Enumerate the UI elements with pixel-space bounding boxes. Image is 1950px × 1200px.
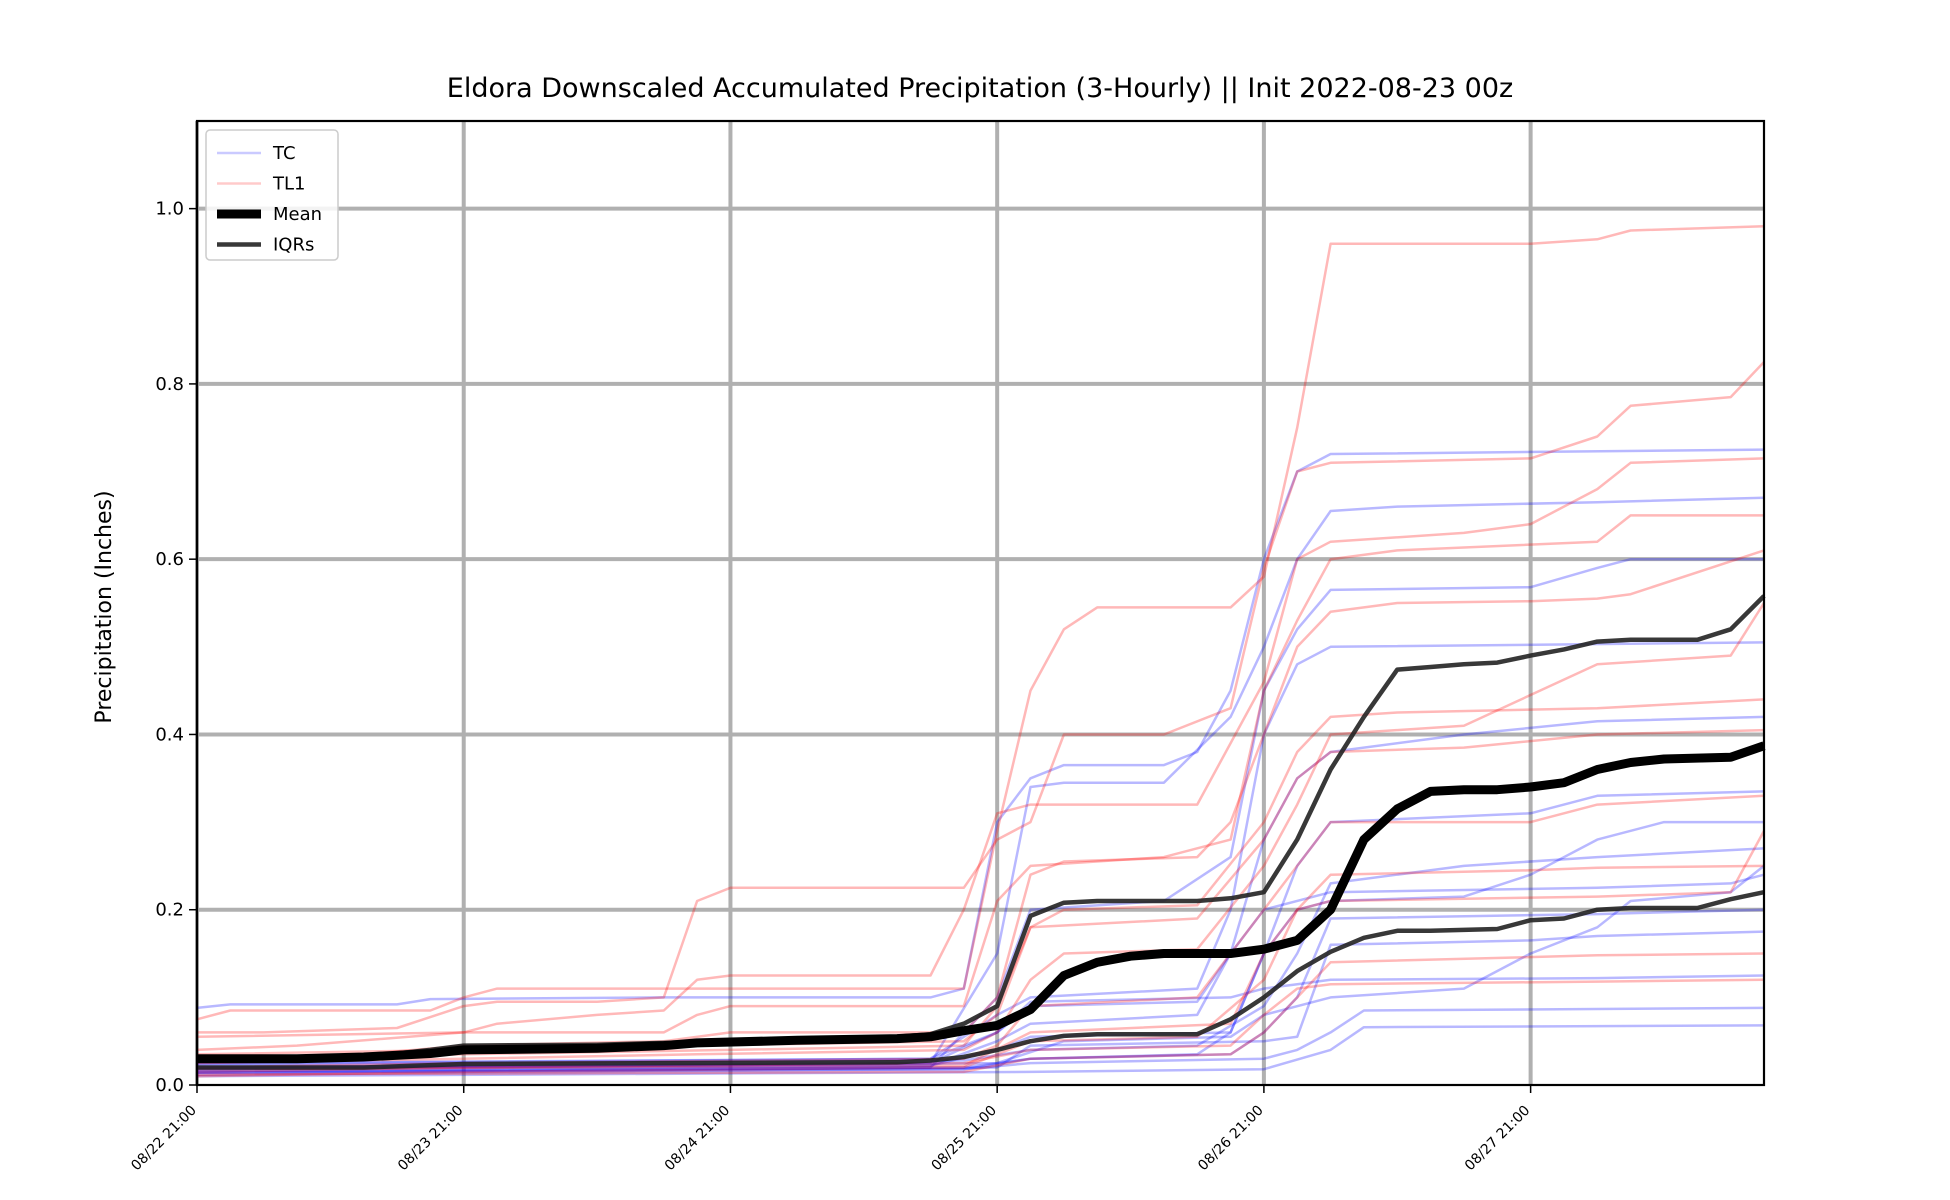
legend-label: Mean [273,204,322,225]
series-line-tc [196,930,1765,1074]
series-line-tc [196,864,1765,1071]
x-tick-label: 08/25 21:00 [928,1103,1000,1175]
y-tick-label: 0.6 [155,549,184,570]
y-axis-label: Precipitation (Inches) [92,490,117,723]
y-tick-label: 1.0 [155,199,184,220]
y-tick-label: 0.8 [155,374,184,395]
series-line-tl1 [196,457,1765,1039]
series-line-tc [196,1006,1765,1074]
legend-label: TC [272,143,296,164]
plot-frame [195,119,1766,1087]
series-line-tc [196,908,1765,1073]
legend-box [205,129,339,261]
x-tick-label: 08/24 21:00 [662,1103,734,1175]
series-line-tl1 [196,514,1764,1052]
chart-title: Eldora Downscaled Accumulated Precipitat… [447,73,1513,104]
x-tick-label: 08/26 21:00 [1195,1103,1267,1175]
series-line-tc [196,1024,1765,1078]
legend-label: TL1 [272,174,305,195]
axes: 08/22 21:00 08/23 21:00 08/24 21:00 08/25 2… [128,199,1533,1174]
series-line-mean [197,741,1766,1064]
series-line-iqr [197,889,1765,1070]
series-line-tl1 [196,952,1765,1076]
legend-label: IQRs [273,235,314,256]
y-tick-label: 0.2 [155,900,184,921]
series-line-tc [196,496,1765,1069]
x-tick-label: 08/27 21:00 [1462,1103,1534,1175]
series-line-tc [196,557,1764,1074]
series-line-tl1 [196,224,1765,1021]
series-line-tl1 [196,728,1765,1062]
y-tick-label: 0.4 [155,724,184,745]
x-tick-label: 08/23 21:00 [395,1103,467,1175]
series-line-tc [196,847,1765,1067]
series-layer [196,224,1766,1078]
series-line-tl1 [196,864,1765,1078]
series-line-tl1 [197,361,1765,1034]
x-tick-label: 08/22 21:00 [128,1103,200,1175]
series-line-tc [196,448,1765,1010]
legend: TC TL1 Mean IQRs [205,129,339,261]
grid [195,121,1764,1085]
series-line-tl1 [196,978,1765,1074]
y-tick-label: 0.0 [155,1075,184,1096]
series-line-tc [196,974,1765,1066]
